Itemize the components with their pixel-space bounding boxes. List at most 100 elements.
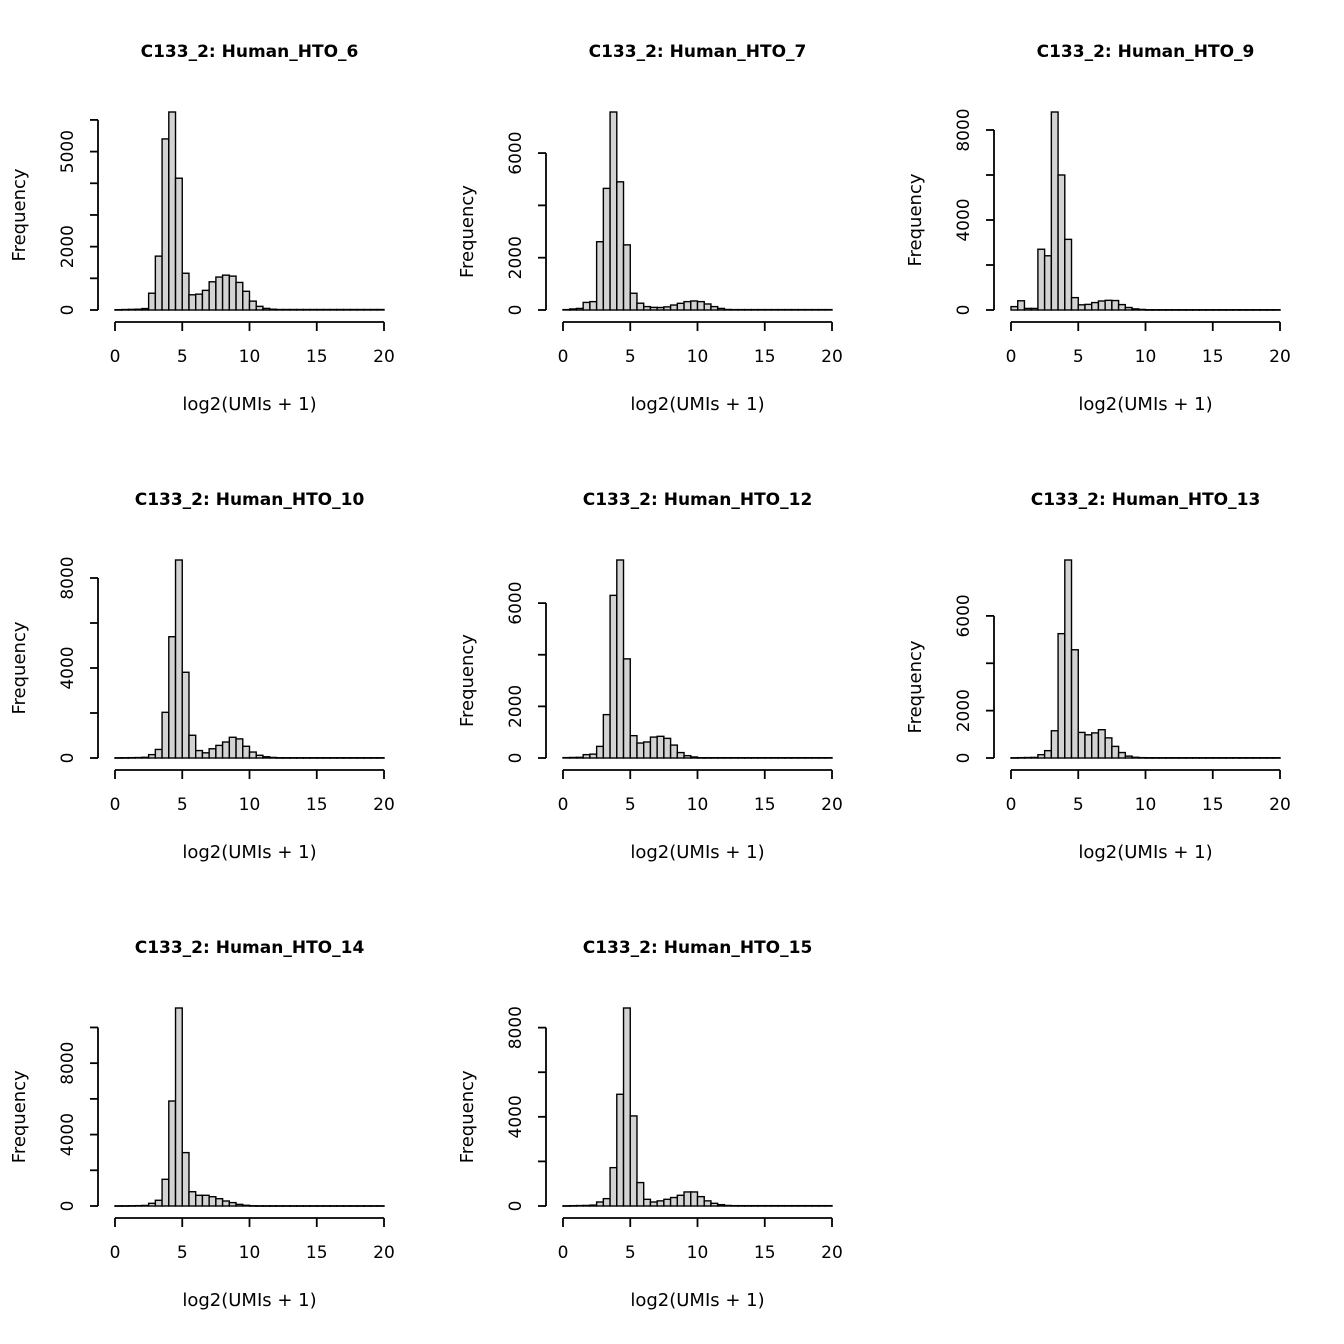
histogram-bar xyxy=(194,293,204,311)
x-axis xyxy=(1010,321,1281,331)
histogram-bar xyxy=(595,241,605,311)
histogram-bar xyxy=(147,292,157,311)
y-tick-label: 2000 xyxy=(58,225,78,268)
y-axis xyxy=(538,1026,547,1207)
x-tick-label: 15 xyxy=(1202,347,1224,367)
histogram-bar xyxy=(127,308,136,311)
x-tick-label: 0 xyxy=(110,795,121,815)
x-axis xyxy=(562,321,833,331)
x-tick-label: 0 xyxy=(110,347,121,367)
x-tick-label: 5 xyxy=(1073,795,1084,815)
histogram-bar xyxy=(676,302,685,311)
histogram-bar xyxy=(248,300,257,311)
y-axis xyxy=(538,152,547,311)
histogram-bar xyxy=(161,138,170,311)
x-tick-label: 10 xyxy=(1135,795,1157,815)
x-axis-label: log2(UMIs + 1) xyxy=(182,842,316,863)
y-tick-label: 0 xyxy=(58,753,78,764)
panel-title: C133_2: Human_HTO_12 xyxy=(583,490,813,510)
x-tick-label: 10 xyxy=(1135,347,1157,367)
x-tick-label: 10 xyxy=(239,795,261,815)
y-tick-label: 4000 xyxy=(506,1095,526,1138)
x-tick-label: 0 xyxy=(1006,347,1017,367)
histogram-bar xyxy=(201,1194,210,1207)
histogram-bar xyxy=(1097,729,1106,759)
x-tick-label: 20 xyxy=(821,795,843,815)
x-tick-label: 15 xyxy=(754,795,776,815)
x-tick-label: 5 xyxy=(1073,347,1084,367)
histogram-bar xyxy=(690,756,699,759)
histogram-bar xyxy=(656,735,665,759)
histogram-bar xyxy=(656,1200,665,1207)
histogram-bar xyxy=(1117,751,1127,759)
x-tick-label: 5 xyxy=(177,347,188,367)
histogram-bar xyxy=(629,292,638,311)
histogram-bar xyxy=(228,736,237,759)
histogram-bar xyxy=(141,307,150,311)
x-axis-label: log2(UMIs + 1) xyxy=(630,394,764,415)
x-axis xyxy=(1010,769,1281,779)
histogram-bar xyxy=(1111,299,1120,311)
histogram-bar xyxy=(242,1204,251,1207)
histogram-bars xyxy=(1010,111,1281,311)
histogram-bars xyxy=(562,111,833,311)
histogram-bar xyxy=(154,748,163,759)
histogram-bar xyxy=(642,741,652,759)
histogram-bar xyxy=(1131,756,1140,759)
histogram-bar xyxy=(589,753,598,759)
y-axis xyxy=(90,1026,99,1207)
histogram-bar xyxy=(235,1203,244,1207)
histogram-bar xyxy=(1090,301,1100,311)
x-tick-label: 0 xyxy=(558,1243,569,1263)
histogram-bar xyxy=(1070,296,1079,311)
histogram-bars xyxy=(1010,559,1281,759)
histogram-bar xyxy=(690,300,699,311)
x-tick-label: 10 xyxy=(687,795,709,815)
histogram-bar xyxy=(1037,248,1046,311)
histogram-bar xyxy=(1057,632,1066,759)
x-tick-label: 10 xyxy=(687,347,709,367)
x-tick-label: 20 xyxy=(1269,347,1291,367)
histogram-bar xyxy=(1111,745,1120,759)
histogram-bar xyxy=(208,748,217,759)
y-tick-label: 0 xyxy=(58,305,78,316)
histogram-bar xyxy=(188,734,197,759)
histogram-bar xyxy=(1138,308,1147,311)
histogram-bar xyxy=(174,1007,183,1207)
histogram-bar xyxy=(716,1203,726,1207)
histogram-bar xyxy=(1104,737,1113,759)
x-axis xyxy=(114,1217,385,1227)
y-axis xyxy=(90,577,99,759)
panel-title: C133_2: Human_HTO_15 xyxy=(583,938,813,958)
histogram-bar xyxy=(1030,307,1039,311)
histogram-bar xyxy=(1124,306,1133,311)
histogram-bar xyxy=(1077,731,1086,759)
histogram-bar xyxy=(669,744,679,759)
x-tick-label: 20 xyxy=(821,347,843,367)
histogram-bar xyxy=(575,756,584,759)
y-tick-label: 4000 xyxy=(954,198,974,241)
histogram-bar xyxy=(1077,304,1086,311)
x-axis-label: log2(UMIs + 1) xyxy=(182,394,316,415)
histogram-bar xyxy=(602,713,611,759)
y-axis-label: Frequency xyxy=(9,1070,30,1163)
histogram-bar xyxy=(716,307,726,311)
histogram-bar xyxy=(168,1100,177,1207)
histogram-bar xyxy=(703,303,712,311)
histogram-bar xyxy=(221,274,231,311)
histogram-bar xyxy=(616,559,625,759)
histogram-bar xyxy=(235,281,244,311)
histogram-bar xyxy=(569,308,578,311)
histogram-bar xyxy=(154,1199,163,1207)
histogram-bar xyxy=(616,1093,625,1207)
histogram-bar xyxy=(636,742,645,759)
histogram-bar xyxy=(622,1007,631,1207)
histogram-bar xyxy=(141,756,150,759)
histogram-bar xyxy=(188,294,197,311)
y-tick-label: 6000 xyxy=(506,581,526,624)
panel-title: C133_2: Human_HTO_14 xyxy=(135,938,365,958)
histogram-bar xyxy=(582,753,591,759)
histogram-bar xyxy=(1097,300,1106,311)
histogram-bar xyxy=(669,1196,679,1207)
x-axis xyxy=(114,321,385,331)
